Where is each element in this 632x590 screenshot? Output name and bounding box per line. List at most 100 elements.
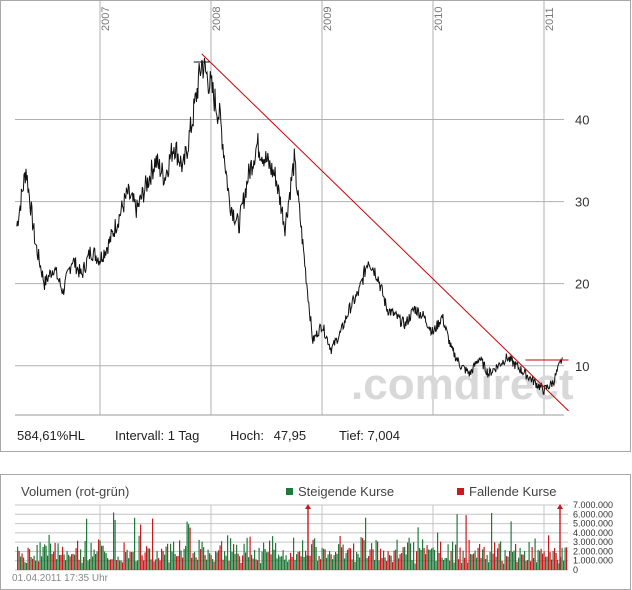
volume-bar xyxy=(191,557,193,570)
volume-bar xyxy=(149,548,151,570)
x-tick-label: 2009 xyxy=(322,7,334,31)
volume-bar xyxy=(437,532,439,570)
volume-bar xyxy=(393,550,395,570)
volume-bar xyxy=(411,560,413,570)
volume-bar xyxy=(369,549,371,570)
volume-bar xyxy=(561,547,563,570)
volume-bar xyxy=(95,554,97,570)
volume-bar xyxy=(329,551,331,570)
volume-bar xyxy=(203,547,205,570)
volume-bar xyxy=(240,562,242,570)
volume-bar xyxy=(35,560,37,570)
volume-bar xyxy=(23,557,25,570)
volume-bar xyxy=(557,559,559,570)
volume-bar xyxy=(233,544,235,570)
volume-bar xyxy=(26,562,28,570)
x-tick-label: 2007 xyxy=(100,7,112,31)
low-stat: Tief: 7,004 xyxy=(339,428,400,443)
volume-bar xyxy=(399,554,401,570)
volume-bar xyxy=(33,555,35,570)
volume-bar xyxy=(165,546,167,570)
volume-bar xyxy=(345,552,347,570)
volume-bar xyxy=(503,563,505,570)
volume-bar xyxy=(219,545,221,570)
y-tick-label: 10 xyxy=(575,359,589,374)
volume-bar xyxy=(177,555,179,570)
volume-bar xyxy=(516,561,518,570)
volume-bar xyxy=(377,541,379,570)
volume-bar xyxy=(296,554,298,570)
volume-bar xyxy=(461,562,463,570)
volume-bar xyxy=(551,559,553,570)
volume-bar xyxy=(374,559,376,570)
volume-bar xyxy=(455,544,457,570)
volume-bar xyxy=(29,549,31,570)
legend-falling: Fallende Kurse xyxy=(457,484,556,499)
volume-bar xyxy=(495,556,497,570)
volume-bar xyxy=(306,555,308,570)
volume-bar xyxy=(293,537,295,570)
legend-rising: Steigende Kurse xyxy=(286,484,394,499)
volume-bar xyxy=(20,556,22,570)
volume-bar xyxy=(167,543,169,570)
volume-bar xyxy=(404,546,406,570)
volume-bar xyxy=(501,561,503,570)
volume-bar xyxy=(141,555,143,570)
volume-bar xyxy=(194,551,196,570)
volume-bar xyxy=(294,559,296,570)
volume-bar xyxy=(249,536,251,570)
volume-bar xyxy=(77,540,79,570)
volume-bar xyxy=(474,550,476,570)
price-grid xyxy=(15,1,564,416)
volume-bar xyxy=(564,547,566,570)
volume-bar xyxy=(21,553,23,570)
volume-bar xyxy=(299,551,301,570)
volume-bar xyxy=(114,520,116,570)
volume-bar xyxy=(242,555,244,570)
volume-bar xyxy=(435,560,437,570)
volume-bar xyxy=(350,548,352,570)
volume-bar xyxy=(321,547,323,570)
volume-bar xyxy=(554,548,556,570)
volume-bar xyxy=(186,521,188,570)
volume-bar xyxy=(264,549,266,570)
volume-bar xyxy=(44,544,46,570)
volume-bar xyxy=(131,552,133,570)
volume-bar xyxy=(68,554,70,570)
volume-bar xyxy=(147,548,149,570)
volume-bar xyxy=(315,547,317,570)
volume-bar xyxy=(180,550,182,570)
volume-bar xyxy=(395,549,397,570)
volume-bar xyxy=(312,539,314,570)
volume-bar xyxy=(534,538,536,570)
volume-bar xyxy=(140,524,142,570)
spike-arrow-icon xyxy=(557,504,563,509)
volume-bar xyxy=(492,553,494,570)
volume-bar xyxy=(542,553,544,570)
volume-bar xyxy=(444,558,446,570)
volume-bar xyxy=(357,554,359,570)
volume-bar xyxy=(518,557,520,570)
volume-bar xyxy=(17,546,19,570)
volume-bar xyxy=(228,560,230,570)
volume-bar xyxy=(255,559,257,570)
volume-bar xyxy=(143,560,145,570)
volume-bar xyxy=(225,555,227,570)
volume-bar xyxy=(125,552,127,570)
volume-bar xyxy=(150,559,152,570)
volume-bar xyxy=(425,554,427,570)
volume-bar xyxy=(83,557,85,570)
volume-bar xyxy=(41,556,43,570)
volume-bar xyxy=(432,547,434,570)
volume-bar xyxy=(87,560,89,570)
volume-bar xyxy=(389,555,391,570)
volume-bar xyxy=(464,557,466,570)
volume-bar xyxy=(53,551,55,570)
volume-bar xyxy=(525,560,527,570)
volume-bar xyxy=(144,552,146,570)
volume-bar xyxy=(540,548,542,570)
volume-bar xyxy=(522,554,524,570)
volume-bar xyxy=(275,543,277,570)
volume-chart-panel: Volumen (rot-grün) Steigende Kurse Falle… xyxy=(0,474,631,590)
volume-bar xyxy=(563,560,565,570)
